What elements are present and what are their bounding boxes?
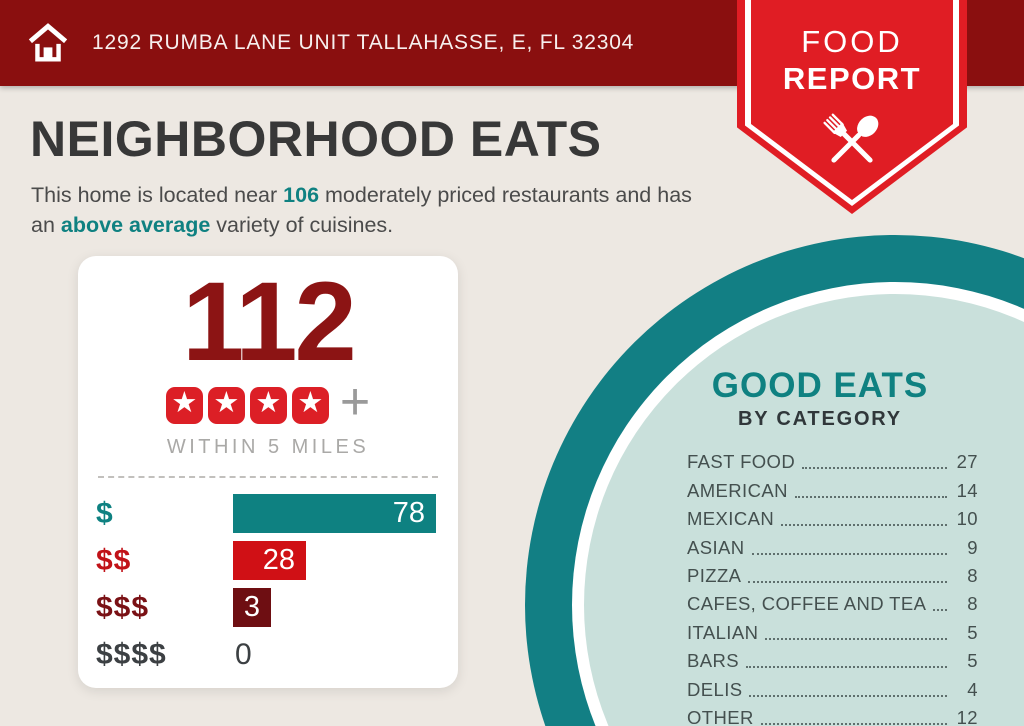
price-tier-label: $$$ xyxy=(96,590,150,624)
category-value: 5 xyxy=(967,621,978,643)
category-label: MEXICAN xyxy=(687,508,775,530)
category-value: 12 xyxy=(956,706,978,726)
price-tier-bar-chart: $78 $$ 28 $$$ 3 $$$$ 0 xyxy=(78,490,458,678)
price-tier-label: $ xyxy=(96,496,114,530)
dotted-leader xyxy=(751,552,947,555)
total-restaurants-count: 112 xyxy=(182,259,357,384)
category-row: CAFES, COFFEE AND TEA 8 xyxy=(687,590,978,618)
subtitle-text-before: This home is located near xyxy=(31,183,284,207)
page-subtitle: This home is located near 106 moderately… xyxy=(31,181,721,240)
category-row: DELIS 4 xyxy=(687,675,978,703)
plus-sign: + xyxy=(339,373,371,431)
category-value: 5 xyxy=(967,650,978,672)
above-average-highlight: above average xyxy=(60,212,211,237)
dotted-leader xyxy=(781,524,947,527)
dotted-leader xyxy=(745,666,947,669)
radius-label: WITHIN 5 MILES xyxy=(166,436,370,458)
good-eats-panel: GOOD EATS BY CATEGORY FAST FOOD 27 AMERICA… xyxy=(650,366,990,726)
home-icon xyxy=(28,23,68,62)
star-rating-row: ★ ★ ★ ★ + xyxy=(78,376,458,428)
star-icon: ★ xyxy=(249,386,287,424)
summary-card: 112 ★ ★ ★ ★ + WITHIN 5 MILES $78 $$ 28 $$$ 3 $$$… xyxy=(78,256,458,688)
food-report-badge: FOOD REPORT xyxy=(737,0,967,214)
category-row: ITALIAN 5 xyxy=(687,618,978,646)
category-row: AMERICAN 14 xyxy=(687,476,978,504)
category-row: MEXICAN 10 xyxy=(687,505,978,533)
dashed-divider xyxy=(98,476,438,478)
category-value: 14 xyxy=(956,479,978,501)
badge-content: FOOD REPORT xyxy=(737,24,967,184)
badge-title-report: REPORT xyxy=(782,61,922,96)
category-row: FAST FOOD 27 xyxy=(687,448,978,476)
category-row: PIZZA 8 xyxy=(687,562,978,590)
category-label: PIZZA xyxy=(687,564,742,586)
category-label: ASIAN xyxy=(687,536,745,558)
star-icon: ★ xyxy=(165,386,203,424)
category-list: FAST FOOD 27 AMERICAN 14 MEXICAN 10 ASIAN 9 PIZZ… xyxy=(650,448,990,726)
category-label: BARS xyxy=(687,650,739,672)
category-label: DELIS xyxy=(687,678,743,700)
price-bar-row: $$ 28 xyxy=(96,537,438,584)
star-icon: ★ xyxy=(207,386,245,424)
category-value: 8 xyxy=(967,593,978,615)
dotted-leader xyxy=(760,722,947,725)
dotted-leader xyxy=(765,637,947,640)
dotted-leader xyxy=(933,609,947,612)
subtitle-text-middle: moderately priced restaurants and has an xyxy=(31,183,692,237)
good-eats-title: GOOD EATS xyxy=(711,366,929,405)
category-label: CAFES, COFFEE AND TEA xyxy=(687,593,927,615)
category-label: OTHER xyxy=(687,706,754,726)
good-eats-subtitle: BY CATEGORY xyxy=(738,408,902,430)
category-value: 27 xyxy=(956,451,978,473)
category-value: 8 xyxy=(967,564,978,586)
price-bar-row: $$$ 3 xyxy=(96,584,438,631)
price-tier-zero-value: 0 xyxy=(235,637,252,671)
restaurant-count-highlight: 106 xyxy=(283,183,320,207)
category-row: OTHER 12 xyxy=(687,704,978,726)
price-tier-label: $$ xyxy=(96,543,132,577)
category-value: 9 xyxy=(967,536,978,558)
badge-title-food: FOOD xyxy=(801,24,903,59)
page-title: NEIGHBORHOOD EATS xyxy=(30,111,602,167)
star-tiles: ★ ★ ★ ★ xyxy=(165,386,329,424)
price-tier-bar: 78 xyxy=(233,494,436,533)
property-address: 1292 RUMBA LANE UNIT TALLAHASSE, E, FL 3… xyxy=(92,31,635,54)
dotted-leader xyxy=(748,580,947,583)
price-tier-bar: 28 xyxy=(233,541,306,580)
category-row: BARS 5 xyxy=(687,647,978,675)
category-label: AMERICAN xyxy=(687,479,788,501)
category-label: FAST FOOD xyxy=(687,451,796,473)
category-row: ASIAN 9 xyxy=(687,533,978,561)
category-value: 4 xyxy=(967,678,978,700)
price-bar-row: $78 xyxy=(96,490,438,537)
dotted-leader xyxy=(794,495,947,498)
subtitle-text-after: variety of cuisines. xyxy=(210,212,394,237)
category-label: ITALIAN xyxy=(687,621,759,643)
dotted-leader xyxy=(802,467,947,470)
price-tier-bar: 3 xyxy=(233,588,271,627)
price-tier-label: $$$$ xyxy=(96,637,167,671)
star-icon: ★ xyxy=(291,386,329,424)
dotted-leader xyxy=(749,694,947,697)
spoon-and-fork-icon xyxy=(823,113,879,163)
category-value: 10 xyxy=(956,508,978,530)
price-bar-row: $$$$ 0 xyxy=(96,631,438,678)
